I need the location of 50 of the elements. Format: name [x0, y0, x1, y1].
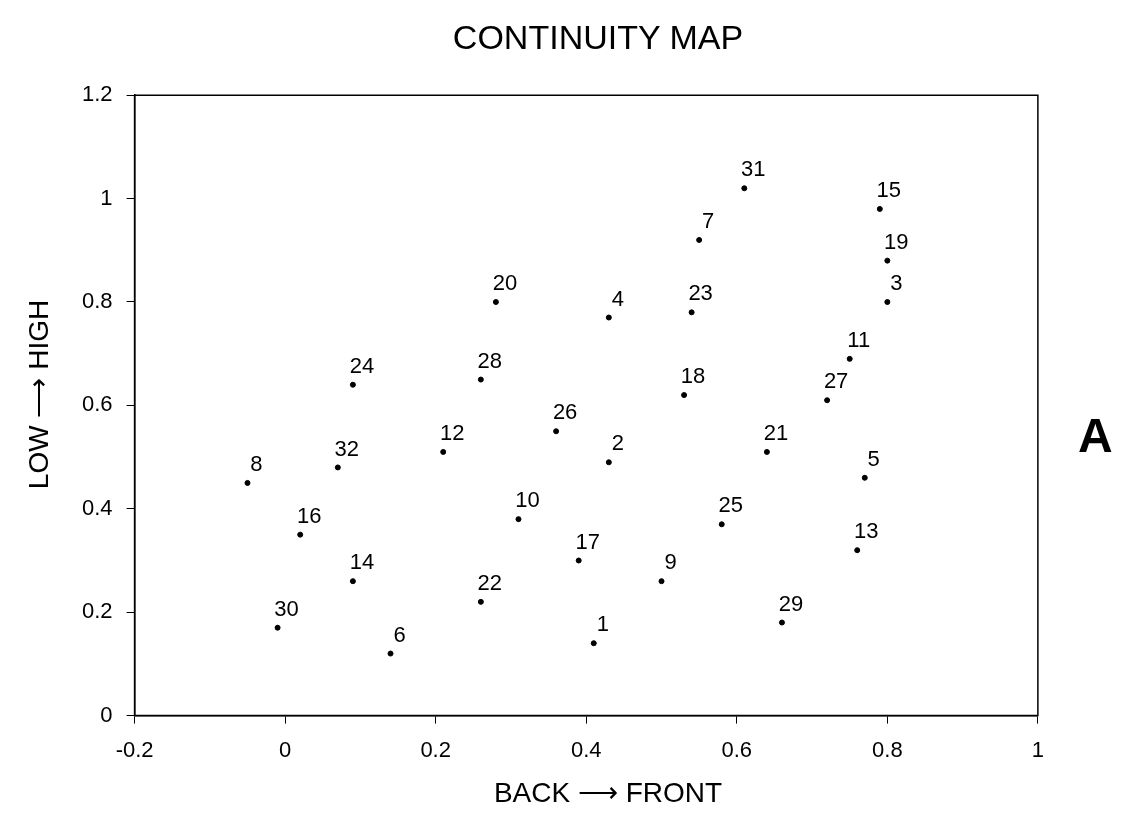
text: 7: [702, 208, 715, 234]
text: 8: [250, 451, 263, 477]
text: 22: [477, 569, 503, 595]
text: 28: [477, 347, 503, 373]
text: 25: [718, 492, 743, 518]
y-tick-label: 1: [100, 184, 113, 210]
text: 23: [688, 280, 713, 306]
y-tick-label: 0.4: [81, 494, 113, 520]
x-tick-label: 0.2: [420, 736, 451, 762]
text: 10: [515, 487, 540, 513]
text: 1: [596, 611, 609, 637]
x-tick-label: 0.8: [872, 736, 903, 762]
text: 12: [439, 419, 465, 445]
x-axis-title: BACK ⟶ FRONT: [492, 776, 724, 809]
x-tick-label: 1: [1031, 736, 1045, 762]
y-tick-label: 0.8: [81, 288, 113, 314]
text: 14: [349, 549, 375, 575]
text: 20: [492, 270, 518, 296]
text: 26: [552, 399, 578, 425]
y-axis-title: LOW ⟶ HIGH: [21, 298, 55, 492]
text: 32: [334, 435, 360, 461]
text: 19: [884, 228, 909, 254]
text: 30: [274, 595, 299, 621]
text: 15: [876, 177, 902, 202]
text: 6: [393, 621, 406, 647]
text: 27: [823, 368, 849, 394]
text: 5: [867, 445, 880, 471]
text: 13: [853, 518, 879, 544]
text: 11: [847, 326, 871, 352]
text: 9: [664, 549, 677, 575]
y-tick-label: 0: [100, 701, 113, 727]
text: 18: [680, 363, 706, 389]
text: A: [1078, 408, 1113, 463]
x-tick-label: -0.2: [115, 736, 154, 762]
y-tick-label: 0.2: [81, 598, 113, 624]
text: 17: [575, 528, 600, 554]
text: 24: [349, 352, 375, 378]
text: 3: [890, 270, 903, 296]
text: 2: [611, 430, 624, 456]
x-tick-label: 0: [279, 736, 292, 762]
text: 4: [611, 285, 624, 311]
chart-title: CONTINUITY MAP: [451, 18, 745, 57]
y-tick-label: 1.2: [81, 81, 113, 107]
text: 21: [763, 419, 789, 445]
text: 31: [741, 156, 766, 182]
text: 16: [296, 502, 322, 528]
text: 29: [778, 590, 804, 616]
y-tick-label: 0.6: [81, 391, 113, 417]
x-tick-label: 0.4: [570, 736, 602, 762]
x-tick-label: 0.6: [721, 736, 753, 762]
